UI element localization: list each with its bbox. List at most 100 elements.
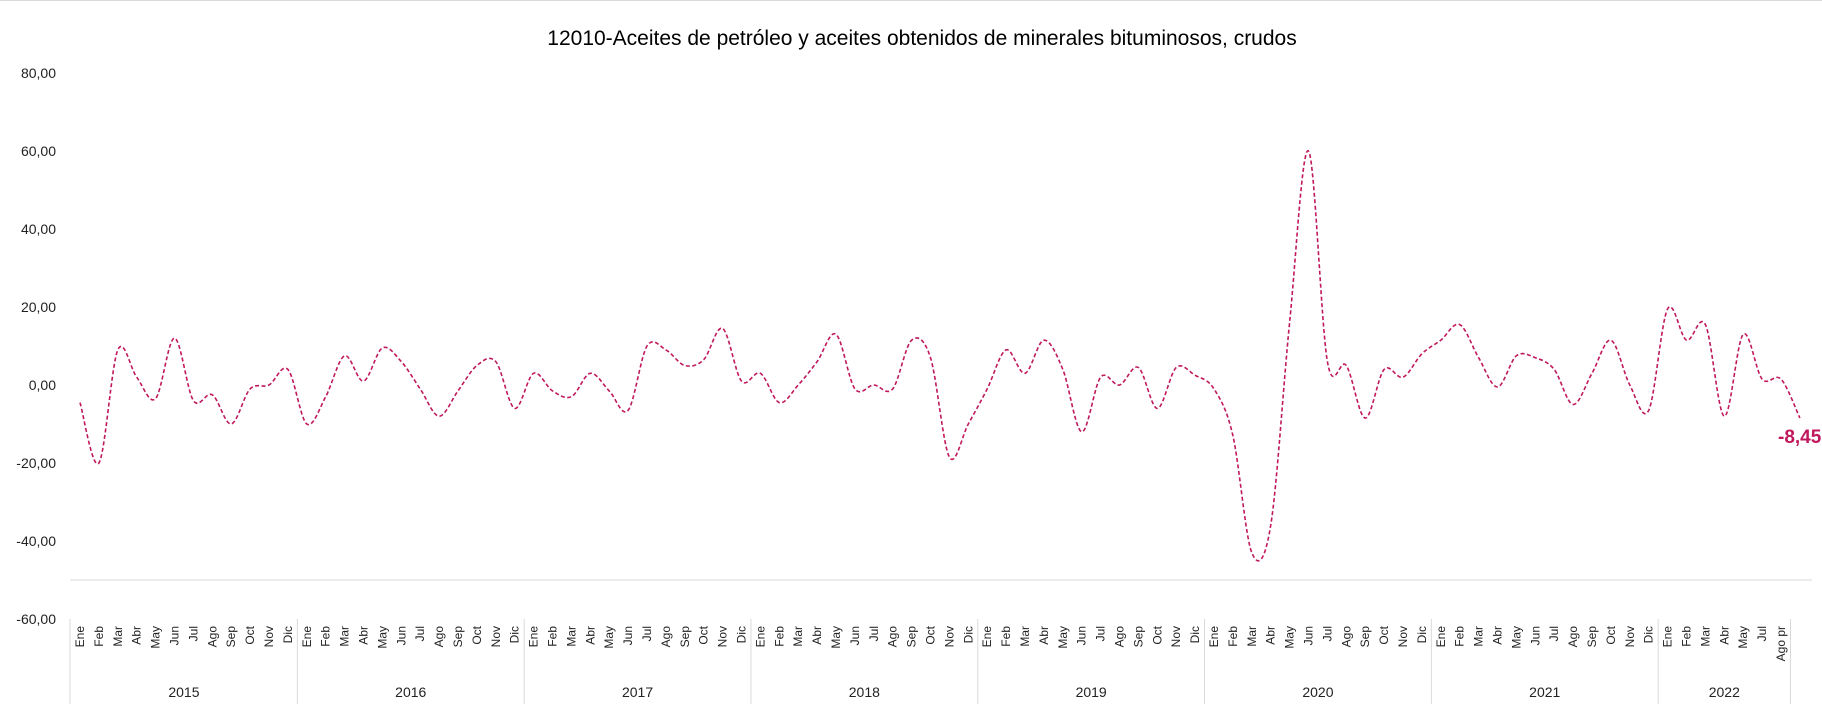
y-tick-label: 80,00 (21, 65, 56, 81)
year-label: 2020 (1302, 684, 1333, 700)
x-tick-label: Jun (168, 626, 182, 645)
x-tick-label: Feb (999, 626, 1013, 647)
x-tick-label: Oct (697, 625, 711, 644)
year-label: 2015 (168, 684, 199, 700)
x-tick-label: Jun (394, 626, 408, 645)
x-tick-label: Dic (1642, 626, 1656, 643)
x-tick-label: Dic (281, 626, 295, 643)
year-label: 2018 (849, 684, 880, 700)
x-tick-label: Sep (678, 626, 692, 648)
series-line (79, 150, 1801, 562)
x-tick-label: Abr (130, 626, 144, 645)
y-tick-label: 20,00 (21, 299, 56, 315)
x-tick-label: Ene (1661, 626, 1675, 648)
x-tick-label: Ene (300, 626, 314, 648)
x-tick-label: Dic (735, 626, 749, 643)
x-tick-label: Oct (1377, 625, 1391, 644)
y-tick-label: 60,00 (21, 143, 56, 159)
x-axis: Ene Feb Mar Abr May Jun Jul Ago Sep Oct Nov Dic 2015… (69, 619, 1791, 704)
x-tick-label: May (602, 626, 616, 649)
x-tick-label: Sep (1585, 626, 1599, 648)
x-tick-label: Nov (262, 626, 276, 647)
x-tick-label: May (149, 626, 163, 649)
x-tick-label: Ago (1566, 626, 1580, 648)
x-tick-label: Jul (186, 626, 200, 641)
x-tick-label: Mar (1472, 626, 1486, 647)
x-tick-label: Dic (961, 626, 975, 643)
year-label: 2022 (1709, 684, 1740, 700)
x-tick-label: May (829, 626, 843, 649)
x-tick-label: Jul (1755, 626, 1769, 641)
x-tick-label: Sep (451, 626, 465, 648)
x-tick-label: Sep (224, 626, 238, 648)
x-tick-label: Nov (489, 626, 503, 647)
y-tick-label: 0,00 (29, 377, 56, 393)
x-tick-label: Feb (1680, 626, 1694, 647)
x-tick-label: Ago pr (1774, 626, 1788, 661)
x-tick-label: Ene (1207, 626, 1221, 648)
series (79, 150, 1801, 562)
year-label: 2016 (395, 684, 426, 700)
x-tick-label: Jun (1075, 626, 1089, 645)
x-tick-label: May (1736, 626, 1750, 649)
x-tick-label: Ene (753, 626, 767, 648)
x-tick-label: Feb (319, 626, 333, 647)
y-tick-label: -60,00 (16, 611, 56, 627)
x-tick-label: Feb (1226, 626, 1240, 647)
x-tick-label: Ene (73, 626, 87, 648)
x-tick-label: Jun (1528, 626, 1542, 645)
x-tick-label: Ago (1113, 626, 1127, 648)
y-tick-label: -40,00 (16, 533, 56, 549)
x-tick-label: Jul (640, 626, 654, 641)
x-tick-label: Abr (583, 626, 597, 645)
x-tick-label: Ago (205, 626, 219, 648)
x-tick-label: Ago (659, 626, 673, 648)
x-tick-label: Mar (1698, 626, 1712, 647)
x-tick-label: Ene (527, 626, 541, 648)
x-tick-label: Jun (621, 626, 635, 645)
year-label: 2017 (622, 684, 653, 700)
x-tick-label: Oct (1150, 625, 1164, 644)
x-tick-label: Ago (432, 626, 446, 648)
x-tick-label: Abr (1717, 626, 1731, 645)
chart-title: 12010-Aceites de petróleo y aceites obte… (547, 27, 1296, 50)
x-tick-label: Oct (1604, 625, 1618, 644)
x-tick-label: Ene (980, 626, 994, 648)
x-tick-label: Ago (886, 626, 900, 648)
x-tick-label: Abr (1037, 626, 1051, 645)
x-tick-label: Jul (867, 626, 881, 641)
x-tick-label: Jul (413, 626, 427, 641)
year-label: 2021 (1529, 684, 1560, 700)
x-tick-label: Ago (1339, 626, 1353, 648)
x-tick-label: Jul (1320, 626, 1334, 641)
x-tick-label: May (1509, 626, 1523, 649)
x-tick-label: Mar (338, 626, 352, 647)
y-axis: 80,00 60,00 40,00 20,00 0,00 -20,00 -40,00 -60,… (16, 65, 56, 627)
x-tick-label: Feb (772, 626, 786, 647)
end-value-label: -8,45 (1778, 427, 1822, 448)
x-tick-label: Mar (564, 626, 578, 647)
x-tick-label: Feb (546, 626, 560, 647)
x-tick-label: Oct (243, 625, 257, 644)
x-tick-label: Dic (508, 626, 522, 643)
x-tick-label: Mar (1245, 626, 1259, 647)
x-tick-label: Nov (942, 626, 956, 647)
year-label: 2019 (1076, 684, 1107, 700)
x-tick-label: Ene (1434, 626, 1448, 648)
x-tick-label: May (1283, 626, 1297, 649)
x-tick-label: Nov (716, 626, 730, 647)
x-tick-label: Oct (924, 625, 938, 644)
x-tick-label: Dic (1188, 626, 1202, 643)
x-tick-label: Abr (357, 626, 371, 645)
x-tick-label: May (1056, 626, 1070, 649)
x-tick-label: Sep (1131, 626, 1145, 648)
x-tick-label: Oct (470, 625, 484, 644)
x-tick-label: Jul (1094, 626, 1108, 641)
x-tick-label: Mar (1018, 626, 1032, 647)
x-tick-label: Nov (1396, 626, 1410, 647)
x-tick-label: Abr (1264, 626, 1278, 645)
y-tick-label: 40,00 (21, 221, 56, 237)
x-tick-label: Abr (810, 626, 824, 645)
